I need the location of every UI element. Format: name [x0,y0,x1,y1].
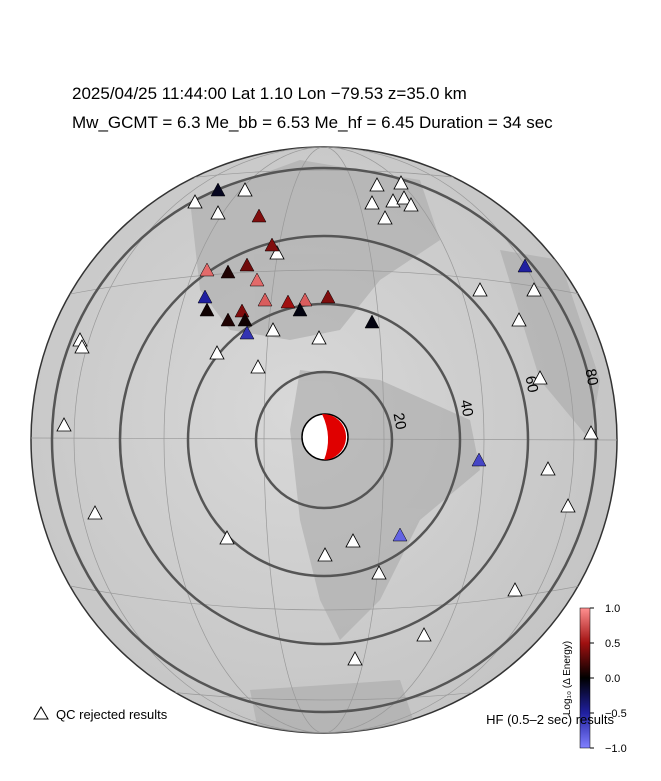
rejected-station [532,370,548,385]
rejected-station [364,195,380,210]
station [297,292,313,307]
rejected-station [210,205,226,220]
ring-label: 20 [390,412,410,431]
station [320,289,336,304]
rejected-station [347,651,363,666]
station [199,302,215,317]
rejected-station [526,282,542,297]
station [364,314,380,329]
rejected-station [56,417,72,432]
station [210,182,226,197]
colorbar-tick-label: 1.0 [605,603,620,615]
rejected-station [345,533,361,548]
distance-ring [254,370,394,510]
station [517,258,533,273]
colorbar-tick-label: −1.0 [605,743,627,755]
legend-marker [33,706,49,720]
station [280,294,296,309]
rejected-station [472,282,488,297]
station [239,325,255,340]
rejected-station [74,339,90,354]
station [239,257,255,272]
rejected-station [540,461,556,476]
stations [56,175,599,666]
rejected-station [560,498,576,513]
rejected-station [396,190,412,205]
rejected-station [219,530,235,545]
legend-hf: HF (0.5–2 sec) results [486,712,614,727]
rejected-station [187,194,203,209]
station [264,237,280,252]
rejected-station [385,193,401,208]
colorbar-label: Log₁₀ (Δ Energy) [562,641,573,715]
rejected-station [87,505,103,520]
colorbar-tick-label: 0.5 [605,638,620,650]
rejected-station [265,322,281,337]
rejected-station [311,330,327,345]
colorbar-tick-label: 0.0 [605,673,620,685]
station [249,272,265,287]
rejected-station [583,425,599,440]
station [471,452,487,467]
title-line2: Mw_GCMT = 6.3 Me_bb = 6.53 Me_hf = 6.45 … [72,113,553,132]
station [251,208,267,223]
rejected-station [237,182,253,197]
station [199,262,215,277]
colorbar [579,607,591,749]
title-line1: 2025/04/25 11:44:00 Lat 1.10 Lon −79.53 … [72,84,467,103]
rejected-station [369,177,385,192]
distance-ring [118,234,530,646]
rejected-station [393,175,409,190]
beachball [301,413,349,461]
station [197,289,213,304]
rejected-station [511,312,527,327]
rejected-station [371,565,387,580]
rejected-station [250,359,266,374]
colorbar-ticks: 1.0 0.5 0.0 −0.5 −1.0 [590,603,627,755]
rejected-station [377,210,393,225]
rejected-station [269,245,285,260]
rejected-station [403,197,419,212]
legend-rejected: QC rejected results [56,707,168,722]
ring-label: 40 [457,399,477,418]
station [292,302,308,317]
distance-ring [50,166,598,714]
station [257,292,273,307]
station [237,312,253,327]
station [220,312,236,327]
rejected-station [209,345,225,360]
distance-ring [186,302,462,578]
rejected-station [416,627,432,642]
ring-label: 80 [582,368,602,387]
rejected-station [507,582,523,597]
station [392,527,408,542]
station [220,264,236,279]
rejected-station [317,547,333,562]
colorbar-tick-label: −0.5 [605,708,627,720]
